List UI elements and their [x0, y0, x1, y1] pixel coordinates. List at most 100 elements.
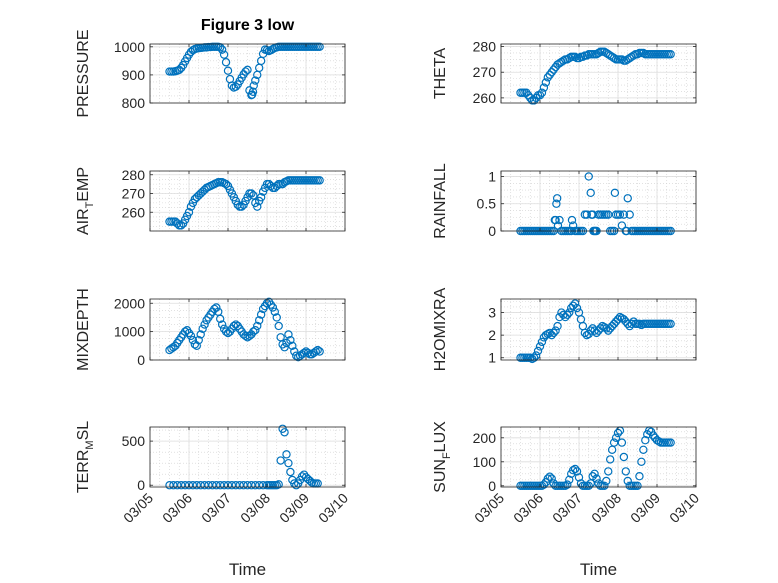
panel-6-data-point [563, 310, 572, 320]
panel-6-y-tick-label: 3 [488, 305, 496, 321]
panel-4-data-point [582, 210, 592, 219]
panel-8-axes-box [500, 426, 697, 488]
panel-6-data-point [565, 308, 574, 317]
panel-8-data-point [545, 472, 554, 481]
panel-1-data-point [231, 82, 240, 91]
panel-1-data-point [251, 76, 260, 85]
panel-6-data-point [553, 321, 562, 331]
panel-3-y-axis-label-suffix: EMP [75, 167, 92, 202]
panel-8-data-point [641, 436, 650, 445]
panel-5-data-point [274, 321, 283, 331]
panel-7-y-axis-label-subscript: M [84, 440, 96, 449]
panel-8-data-point [561, 481, 570, 490]
panel-7-data-point [196, 481, 205, 490]
panel-7-data-point [251, 481, 260, 490]
panel-1-y-tick-label: 900 [122, 67, 146, 83]
panel-4-data-point [584, 172, 593, 181]
panel-7-data-point [208, 481, 217, 490]
panel-2-data-point [666, 50, 675, 59]
panel-2-data-point [535, 91, 545, 100]
panel-8-data-point [600, 481, 609, 490]
panel-3-data-point [253, 202, 262, 211]
panel-5-data-point [180, 327, 190, 336]
panel-4-data-point [617, 221, 627, 230]
panel-8-x-tick-label: 03/09 [627, 490, 663, 526]
panel-5-data-point [315, 347, 324, 356]
panel-5-y-axis-label-main: MIXDEPTH [75, 288, 92, 371]
panel-5-data-point [311, 347, 320, 356]
panel-8-data-point [568, 466, 578, 475]
panel-8-data-point [602, 476, 611, 486]
panel-6-data-point [549, 328, 558, 338]
panel-7-data-point [184, 481, 194, 490]
panel-8-data-point [543, 474, 553, 483]
panel-8-data-point [592, 474, 601, 483]
panel-7-data-point [286, 467, 295, 477]
panel-6-data-point [537, 337, 547, 347]
panel-7-x-tick-label: 03/08 [237, 490, 273, 526]
panel-5-data-point [192, 341, 201, 351]
panel-7-data-point [235, 481, 244, 490]
panel-1-data-point [268, 44, 278, 54]
panel-5-data-point [196, 330, 205, 339]
panel-8-data-point [639, 445, 648, 454]
panel-2-data-point [609, 53, 619, 63]
panel-8-data-point [590, 469, 599, 478]
panel-6-data-point [613, 315, 623, 324]
panel-8-x-tick-label: 03/07 [549, 490, 585, 526]
panel-8-data-point [633, 481, 642, 490]
panel-5-data-point [194, 335, 203, 345]
panel-5-data-point [255, 316, 264, 325]
panel-3-y-tick-label: 260 [122, 204, 146, 220]
panel-5-y-tick-label: 2000 [114, 295, 145, 311]
panel-1-data-point [219, 50, 229, 59]
panel-1-data-point [217, 45, 227, 54]
panel-1-data-point [227, 81, 237, 90]
panel-6-data-point [570, 299, 580, 308]
panel-8-data-point [666, 438, 675, 447]
panel-5-data-point [198, 324, 207, 333]
panel-6-data-point [529, 353, 539, 362]
panel-1-data-point [315, 42, 324, 52]
panel-5-data-point [253, 321, 262, 331]
panel-4-data-point [551, 215, 560, 225]
panel-3-data-point [237, 202, 246, 211]
panel-1-data-point [223, 66, 233, 75]
panel-2-data-point [570, 52, 580, 62]
panel-5-axes-box [149, 298, 346, 361]
panel-8-y-axis-label-subscript: F [441, 452, 453, 459]
panel-5-data-point [268, 303, 278, 312]
panel-8-data-point [619, 452, 629, 462]
panel-6-axes-box [500, 298, 697, 361]
panel-4-data-point [619, 210, 629, 219]
panel-5-data-point [290, 347, 299, 356]
panel-5-data-point [303, 348, 313, 358]
panel-3-y-tick-label: 280 [122, 167, 146, 183]
panel-3-data-point [266, 181, 276, 191]
panel-8-data-point [547, 474, 556, 483]
panel-4-data-point [552, 199, 561, 208]
panel-8-data-point [654, 437, 664, 446]
panel-4-data-point [625, 210, 634, 219]
panel-7-y-tick-label: 500 [122, 433, 146, 449]
panel-5-data-point [200, 320, 209, 329]
panel-4-data-point [610, 188, 620, 198]
panel-1-title: Figure 3 low [201, 17, 295, 34]
panel-7-axes-box [149, 426, 346, 488]
panel-8-x-axis-label: Time [580, 560, 617, 579]
panel-4-y-tick-label: 0 [488, 223, 496, 239]
panel-7-data-point [292, 481, 301, 490]
panel-6-y-axis-label: H2OMIXRA [432, 287, 449, 371]
panel-7-y-tick-label: 0 [137, 477, 145, 493]
panel-5-data-point [249, 327, 258, 336]
panel-8-y-axis-label: SUNFLUX [432, 421, 453, 493]
panel-5-data-point [212, 303, 221, 312]
panel-1-data-point [243, 65, 252, 75]
panel-8-data-point [572, 467, 582, 476]
panel-8-data-point [563, 480, 572, 489]
panel-1-y-tick-label: 800 [122, 95, 146, 111]
panel-7-x-tick-label: 03/07 [198, 490, 234, 526]
panel-3-data-point [173, 219, 182, 228]
panel-5-data-point [286, 335, 295, 345]
panel-6-data-point [572, 303, 582, 313]
